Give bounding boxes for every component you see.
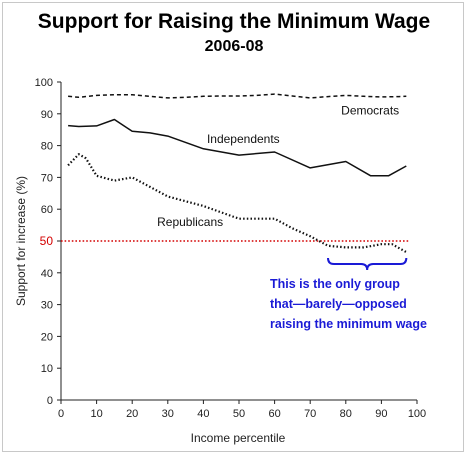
series-lines	[61, 93, 409, 254]
series-labels: Democrats Independents Republicans	[157, 104, 408, 271]
series-label-independents: Independents	[207, 132, 280, 146]
y-tick-label: 10	[41, 363, 53, 375]
x-tick-label: 30	[162, 408, 174, 420]
annotation-line-2: that—barely—opposed	[270, 297, 407, 311]
chart-frame	[2, 2, 464, 452]
y-tick-label: 80	[41, 141, 53, 153]
series-label-democrats: Democrats	[341, 104, 399, 118]
annotation-line-1: This is the only group	[270, 277, 400, 291]
y-tick-label: 20	[41, 331, 53, 343]
axes: 0 10 20 30 40 50 60 70 80 90 100 0 10 20 30 40 50 60 70 80 9…	[35, 77, 427, 420]
y-tick-label: 30	[41, 300, 53, 312]
y-tick-label: 90	[41, 109, 53, 121]
annotation-text: This is the only group that—barely—oppos…	[270, 274, 465, 334]
x-tick-label: 10	[90, 408, 102, 420]
annotation-bracket	[327, 257, 408, 271]
x-tick-label: 20	[126, 408, 138, 420]
series-line-republicans	[67, 153, 407, 254]
chart-subtitle: 2006-08	[204, 38, 264, 55]
y-axis-label: Support for increase (%)	[14, 176, 28, 306]
series-line-independents	[68, 118, 407, 177]
y-tick-label: 70	[41, 172, 53, 184]
annotation-line-3: raising the minimum wage	[270, 317, 427, 331]
x-tick-label: 80	[340, 408, 352, 420]
x-tick-label: 50	[233, 408, 245, 420]
x-tick-label: 0	[58, 408, 64, 420]
y-tick-label: 100	[35, 77, 53, 89]
x-tick-label: 60	[268, 408, 280, 420]
x-tick-label: 70	[304, 408, 316, 420]
y-tick-label: 60	[41, 204, 53, 216]
x-tick-label: 100	[408, 408, 426, 420]
y-tick-label: 40	[41, 268, 53, 280]
series-line-democrats	[68, 93, 407, 99]
y-tick-label: 50	[40, 234, 54, 248]
x-tick-label: 90	[375, 408, 387, 420]
chart-title: Support for Raising the Minimum Wage	[37, 10, 431, 33]
y-tick-label: 0	[47, 395, 53, 407]
x-tick-label: 40	[197, 408, 209, 420]
series-label-republicans: Republicans	[157, 215, 223, 229]
x-axis-label: Income percentile	[191, 431, 286, 445]
